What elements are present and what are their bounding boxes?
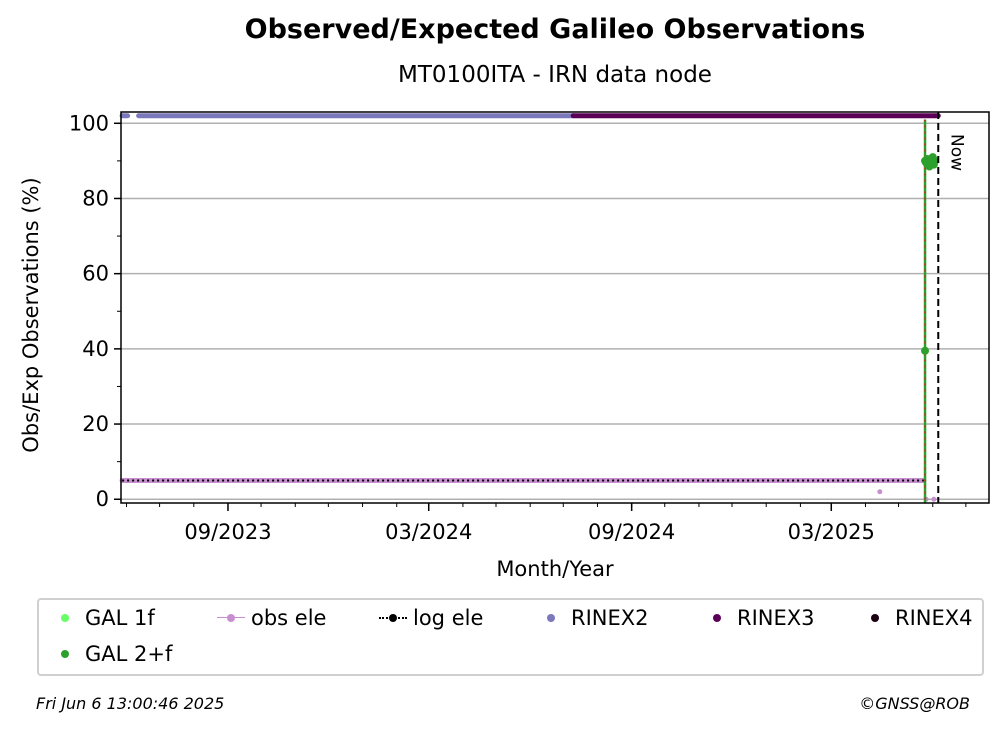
obs-ele-point [877, 489, 883, 495]
legend-label: RINEX2 [571, 606, 649, 630]
data-marks: Now [119, 112, 966, 503]
legend: GAL 1f obs ele log ele RINEX2 RINEX3 RINEX4 GA… [37, 598, 984, 676]
legend-marker [51, 647, 79, 661]
y-tick-label: 60 [82, 262, 109, 286]
y-tick-label: 80 [82, 186, 109, 210]
legend-label: GAL 1f [85, 606, 155, 630]
legend-item: log ele [379, 606, 483, 630]
y-tick-label: 0 [96, 487, 109, 511]
grid-lines [121, 122, 989, 500]
legend-item: obs ele [217, 606, 326, 630]
legend-marker [537, 611, 565, 625]
y-axis-label: Obs/Exp Observations (%) [19, 177, 43, 452]
credit: ©GNSS@ROB [859, 694, 970, 713]
gal-2f-point [930, 156, 939, 165]
y-tick-label: 100 [69, 111, 109, 135]
chart-canvas: Now 0 20 40 60 80 100 09/2023 03/2024 09/2024 03/… [19, 111, 990, 581]
legend-label: RINEX3 [737, 606, 815, 630]
y-tick-label: 40 [82, 337, 109, 361]
legend-label: obs ele [251, 606, 327, 630]
legend-label: GAL 2+f [85, 642, 173, 666]
chart-title: Observed/Expected Galileo Observations [244, 14, 866, 45]
plot-frame [120, 111, 990, 504]
x-tick-label: 03/2025 [788, 520, 875, 544]
timestamp: Fri Jun 6 13:00:46 2025 [36, 694, 225, 713]
legend-label: log ele [413, 606, 484, 630]
x-tick-label: 09/2023 [184, 520, 271, 544]
gal-2f-point [921, 346, 930, 355]
legend-marker [379, 611, 407, 625]
legend-marker [703, 611, 731, 625]
legend-marker [51, 611, 79, 625]
axes: 0 20 40 60 80 100 09/2023 03/2024 09/2024 03/2025 [69, 111, 990, 544]
now-marker-label: Now [946, 134, 966, 171]
legend-item: RINEX3 [703, 606, 815, 630]
x-axis-label: Month/Year [496, 557, 614, 581]
legend-marker [217, 611, 245, 625]
legend-item: GAL 2+f [51, 642, 172, 666]
x-tick-label: 03/2024 [385, 520, 472, 544]
legend-marker [861, 611, 889, 625]
legend-label: RINEX4 [895, 606, 973, 630]
x-tick-label: 09/2024 [588, 520, 675, 544]
obs-ele-point [931, 496, 937, 502]
legend-item: GAL 1f [51, 606, 155, 630]
chart-subtitle: MT0100ITA - IRN data node [398, 62, 712, 88]
legend-item: RINEX4 [861, 606, 973, 630]
y-tick-label: 20 [82, 412, 109, 436]
legend-item: RINEX2 [537, 606, 649, 630]
